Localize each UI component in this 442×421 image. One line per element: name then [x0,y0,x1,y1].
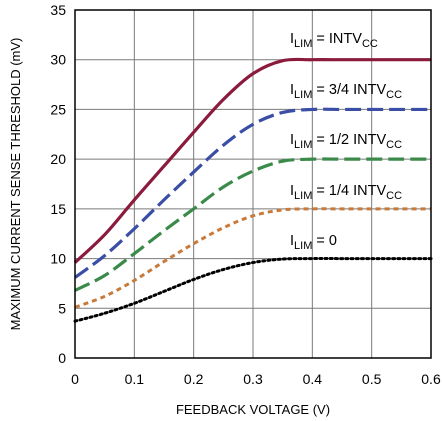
y-tick-label: 5 [58,300,66,316]
y-tick-label: 20 [50,151,66,167]
y-tick-labels: 0 5 10 15 20 25 30 35 [50,2,66,366]
y-tick-label: 25 [50,101,66,117]
y-axis-title: MAXIMUM CURRENT SENSE THRESHOLD (mV) [8,38,23,331]
series-label: ILIM = INTVCC [290,31,378,50]
series-label: ILIM = 1/4 INTVCC [290,183,402,202]
x-tick-label: 0.1 [125,371,145,387]
series-line [73,57,431,264]
x-tick-label: 0 [71,371,79,387]
series-label: ILIM = 3/4 INTVCC [290,82,402,101]
series-label: ILIM = 0 [290,233,337,252]
series-line [74,207,431,309]
series-line [74,157,432,292]
x-tick-label: 0.5 [362,371,382,387]
x-tick-label: 0.6 [421,371,441,387]
x-tick-label: 0.3 [243,371,263,387]
series-label: ILIM = 1/2 INTVCC [290,132,402,151]
plot-frame [74,9,432,359]
x-tick-label: 0.4 [303,371,323,387]
y-tick-label: 10 [50,251,66,267]
x-tick-labels: 0 0.1 0.2 0.3 0.4 0.5 0.6 [71,371,441,387]
y-tick-label: 0 [58,350,66,366]
y-tick-label: 15 [50,201,66,217]
series-labels: ILIM = INTVCC ILIM = 3/4 INTVCC ILIM = 1/2… [290,31,402,252]
series-line [74,107,431,279]
x-axis-title: FEEDBACK VOLTAGE (V) [176,402,330,417]
x-tick-label: 0.2 [184,371,204,387]
y-tick-label: 35 [50,2,66,18]
series-line [73,257,433,323]
y-tick-label: 30 [50,52,66,68]
series-curves [73,57,433,323]
